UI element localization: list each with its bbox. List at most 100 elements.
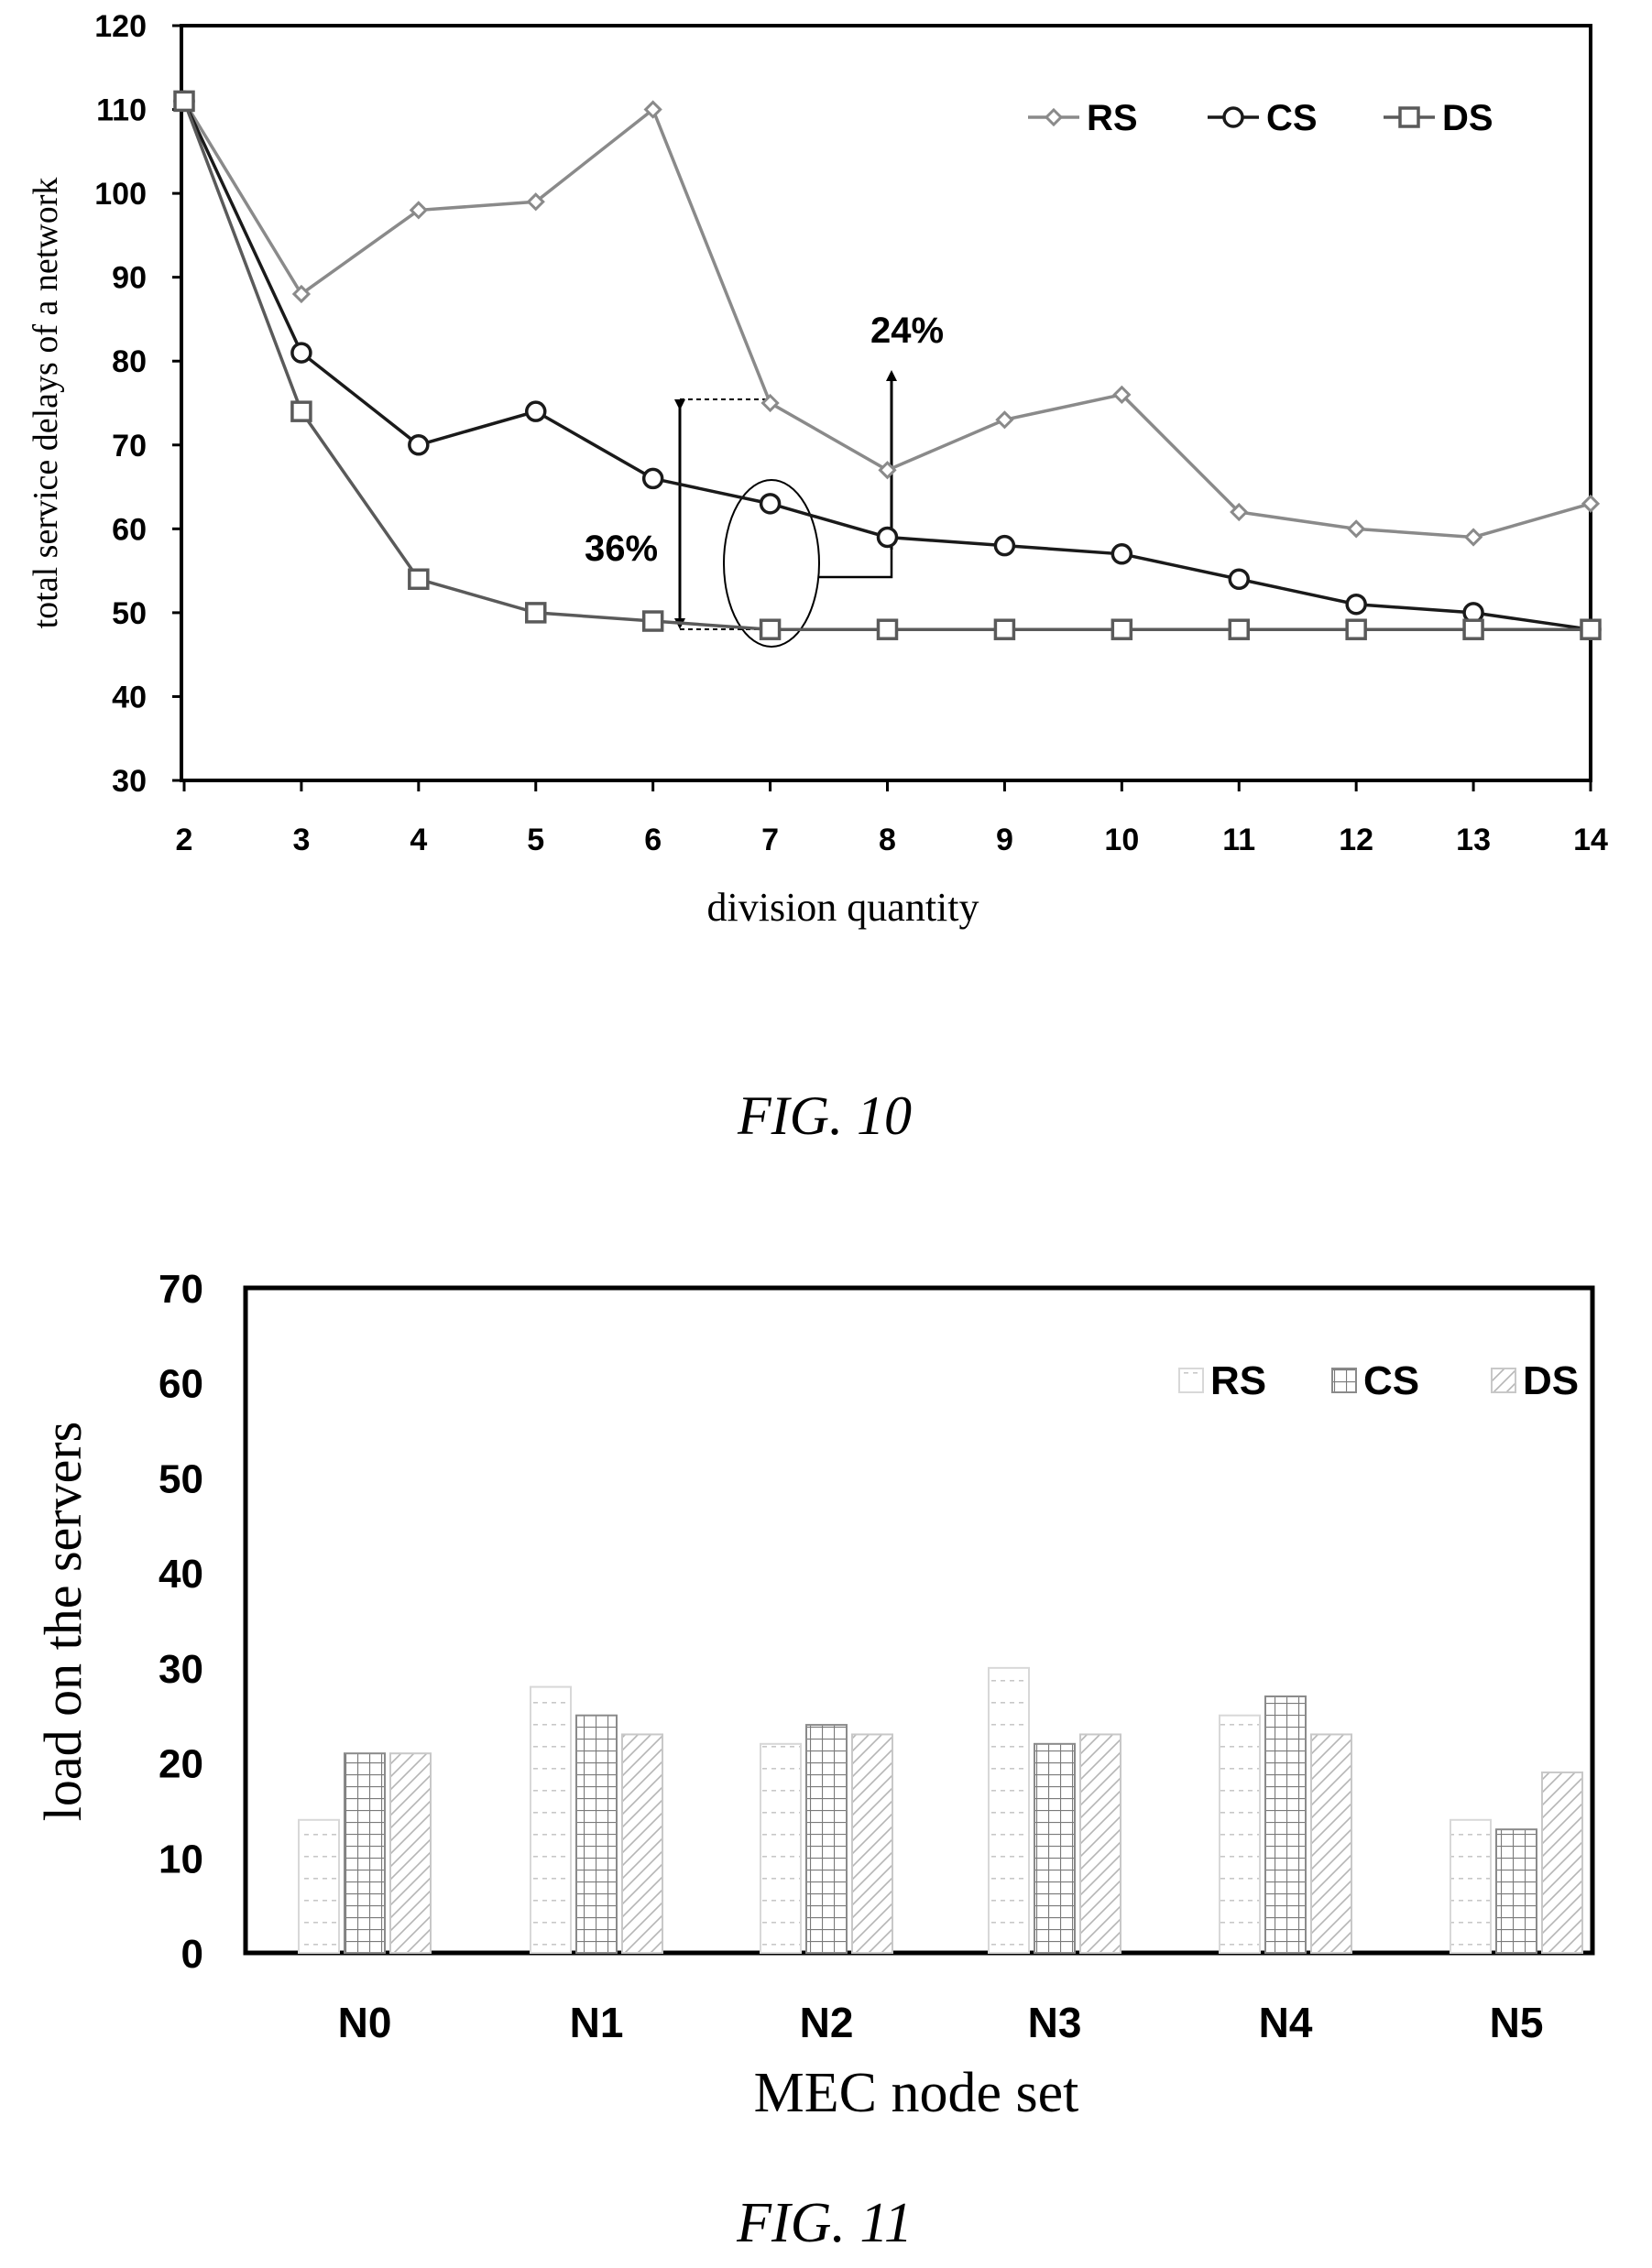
fig11-y-tick-label-60: 60 — [159, 1362, 203, 1407]
fig10-y-tick-label-80: 80 — [112, 344, 147, 379]
fig10-point-rs-11 — [1230, 502, 1249, 522]
fig11-legend-swatch-rs — [1178, 1368, 1204, 1393]
fig11-bar-ds-n3 — [1079, 1733, 1121, 1955]
fig11-bar-cs-n2 — [805, 1724, 848, 1954]
fig10-point-cs-8 — [876, 526, 899, 549]
fig10-point-rs-5 — [526, 192, 545, 212]
fig11-group-n0 — [298, 1752, 432, 1955]
fig10-x-axis: 2 3 4 5 6 7 8 9 10 11 12 13 14 — [176, 780, 1608, 857]
fig11-group-n1 — [530, 1685, 663, 1955]
fig11-bar-rs-n4 — [1219, 1714, 1261, 1954]
fig10-y-tick-label-90: 90 — [112, 261, 147, 296]
fig11-bar-rs-n0 — [298, 1818, 340, 1955]
fig10-highlight-ellipse — [723, 479, 820, 648]
fig10-y-tick-label-110: 110 — [96, 93, 147, 128]
fig10-point-ds-10 — [1110, 618, 1133, 640]
fig10-y-tick-label-60: 60 — [112, 512, 147, 547]
fig10-point-rs-9 — [995, 410, 1014, 430]
fig11-bar-cs-n1 — [575, 1714, 618, 1954]
fig10-x-tick-label-14: 14 — [1573, 823, 1608, 857]
fig10-legend: RS CS DS — [1028, 98, 1493, 138]
fig11-legend-label-cs: CS — [1363, 1358, 1419, 1403]
fig10-24pct-connector — [819, 377, 893, 579]
fig10-point-rs-14 — [1581, 494, 1601, 513]
fig10-point-cs-6 — [641, 467, 664, 490]
fig10-point-rs-8 — [878, 461, 897, 480]
fig11-x-tick-label-n3: N3 — [1028, 1999, 1082, 2046]
fig11-legend-swatch-ds — [1491, 1368, 1516, 1393]
fig10-x-axis-title: division quantity — [707, 885, 979, 930]
fig10-point-cs-3 — [290, 342, 312, 364]
fig10-x-tick-label-12: 12 — [1339, 823, 1373, 857]
fig10-series-group — [173, 90, 1602, 640]
fig11-legend-label-rs: RS — [1210, 1358, 1266, 1403]
fig11-y-tick-label-0: 0 — [181, 1932, 203, 1977]
fig11-y-tick-label-40: 40 — [159, 1552, 203, 1597]
fig10-x-tick-label-2: 2 — [176, 823, 193, 857]
fig10-legend-marker-ds — [1398, 106, 1420, 128]
fig10-point-ds-14 — [1580, 618, 1602, 640]
fig11-plot-frame — [243, 1285, 1595, 1956]
fig10-x-tick-label-11: 11 — [1222, 823, 1255, 857]
fig10-x-tick-label-6: 6 — [644, 823, 662, 857]
fig10-legend-marker-cs — [1222, 106, 1244, 128]
fig10-point-rs-12 — [1347, 519, 1366, 539]
fig10-point-ds-13 — [1462, 618, 1484, 640]
fig10-point-ds-3 — [290, 400, 312, 422]
fig10-point-cs-10 — [1110, 543, 1133, 565]
fig11-legend: RS CS DS — [1178, 1358, 1579, 1403]
fig10-x-tick-label-7: 7 — [761, 823, 779, 857]
fig11-x-tick-label-n1: N1 — [570, 1999, 624, 2046]
fig10-y-axis: 30 40 50 60 70 80 90 100 110 120 — [94, 9, 181, 799]
fig11-bar-cs-n0 — [344, 1752, 386, 1954]
fig10-y-tick-label-30: 30 — [112, 764, 147, 799]
fig10-point-ds-8 — [876, 618, 899, 640]
fig10-x-tick-label-9: 9 — [996, 823, 1013, 857]
fig11-x-tick-label-n4: N4 — [1259, 1999, 1313, 2046]
fig10-x-tick-label-13: 13 — [1456, 823, 1491, 857]
fig10-point-cs-11 — [1228, 568, 1250, 591]
fig10-point-ds-2 — [173, 90, 195, 113]
fig10-point-rs-4 — [409, 201, 428, 220]
fig10-point-cs-12 — [1345, 593, 1367, 616]
fig10-y-tick-label-120: 120 — [94, 9, 147, 44]
fig11-bar-cs-n3 — [1034, 1742, 1076, 1955]
figure-10-line-chart: 30 40 50 60 70 80 90 100 110 120 2 3 4 5 6 7 8 9 10 11 12 13… — [27, 9, 1608, 1146]
fig10-y-tick-label-40: 40 — [112, 680, 147, 714]
fig10-plot-frame — [180, 24, 1592, 782]
fig10-point-rs-10 — [1112, 385, 1132, 404]
fig10-point-ds-6 — [641, 610, 664, 632]
fig11-x-tick-label-n2: N2 — [800, 1999, 854, 2046]
fig11-legend-label-ds: DS — [1523, 1358, 1579, 1403]
fig11-group-n2 — [760, 1724, 893, 1955]
fig10-point-cs-9 — [993, 534, 1016, 557]
fig10-caption: FIG. 10 — [737, 1085, 912, 1146]
fig10-point-cs-4 — [408, 434, 430, 456]
fig10-annotation-24pct: 24% — [870, 311, 944, 351]
fig11-y-tick-label-70: 70 — [159, 1267, 203, 1312]
fig10-point-rs-3 — [291, 284, 312, 304]
fig11-group-n5 — [1450, 1771, 1583, 1955]
fig10-point-rs-7 — [760, 393, 780, 413]
fig10-series-ds — [173, 90, 1602, 640]
fig10-legend-label-ds: DS — [1442, 98, 1493, 138]
fig10-point-ds-12 — [1345, 618, 1367, 640]
fig11-y-tick-label-10: 10 — [159, 1837, 203, 1881]
fig11-x-axis-title: MEC node set — [754, 2062, 1079, 2124]
fig11-bar-ds-n1 — [621, 1733, 663, 1955]
fig10-y-tick-label-70: 70 — [112, 429, 147, 463]
fig10-point-ds-5 — [525, 602, 547, 624]
fig11-x-axis: N0 N1 N2 N3 N4 N5 — [338, 1999, 1544, 2046]
fig11-bar-rs-n3 — [988, 1666, 1030, 1955]
fig11-y-tick-label-20: 20 — [159, 1742, 203, 1787]
fig10-legend-marker-rs — [1044, 107, 1064, 127]
fig11-group-n4 — [1219, 1695, 1352, 1955]
fig11-x-tick-label-n0: N0 — [338, 1999, 392, 2046]
fig10-x-tick-label-3: 3 — [292, 823, 310, 857]
fig11-bar-rs-n1 — [530, 1685, 572, 1954]
fig11-caption: FIG. 11 — [736, 2192, 913, 2254]
fig11-bar-ds-n2 — [851, 1733, 893, 1955]
fig11-y-tick-label-50: 50 — [159, 1456, 203, 1501]
fig10-point-cs-5 — [525, 400, 547, 422]
